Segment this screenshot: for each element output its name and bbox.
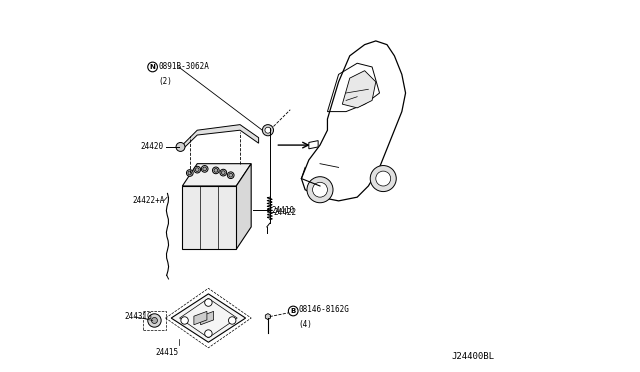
Polygon shape: [342, 71, 376, 108]
Text: 08146-8162G: 08146-8162G: [299, 305, 349, 314]
Circle shape: [214, 169, 218, 172]
Circle shape: [262, 125, 273, 136]
Text: 24431G: 24431G: [125, 312, 152, 321]
Text: 24422+A: 24422+A: [132, 196, 164, 205]
Circle shape: [227, 172, 234, 179]
Polygon shape: [182, 164, 251, 186]
Text: 24410: 24410: [271, 206, 295, 215]
Circle shape: [195, 168, 199, 171]
Circle shape: [212, 167, 219, 174]
Circle shape: [186, 170, 193, 176]
Text: B: B: [291, 308, 296, 314]
Circle shape: [181, 317, 188, 324]
Circle shape: [376, 171, 390, 186]
Circle shape: [188, 171, 191, 175]
Circle shape: [176, 142, 185, 151]
Circle shape: [221, 171, 225, 174]
Polygon shape: [309, 141, 318, 149]
Text: 24420: 24420: [141, 142, 164, 151]
Circle shape: [202, 166, 208, 172]
Text: 24415: 24415: [156, 348, 179, 357]
Circle shape: [205, 330, 212, 337]
Polygon shape: [236, 164, 251, 249]
Polygon shape: [266, 314, 271, 320]
Text: J24400BL: J24400BL: [452, 352, 495, 361]
Polygon shape: [172, 294, 246, 342]
Circle shape: [152, 318, 157, 323]
Polygon shape: [182, 125, 259, 150]
Polygon shape: [200, 311, 214, 325]
Circle shape: [307, 177, 333, 203]
Circle shape: [265, 127, 271, 133]
Circle shape: [228, 317, 236, 324]
Circle shape: [370, 166, 396, 192]
Circle shape: [148, 314, 161, 327]
Circle shape: [289, 306, 298, 316]
Text: (4): (4): [299, 320, 313, 328]
Circle shape: [148, 62, 157, 72]
Circle shape: [220, 169, 227, 176]
Circle shape: [229, 173, 232, 177]
Circle shape: [205, 299, 212, 306]
Text: N: N: [150, 64, 156, 70]
Polygon shape: [194, 311, 207, 325]
Circle shape: [312, 182, 328, 197]
Circle shape: [203, 167, 207, 171]
Circle shape: [194, 166, 200, 173]
Text: (2): (2): [158, 77, 172, 86]
Text: 0891B-3062A: 0891B-3062A: [158, 62, 209, 71]
Polygon shape: [182, 186, 236, 249]
Text: 24422: 24422: [273, 208, 296, 217]
